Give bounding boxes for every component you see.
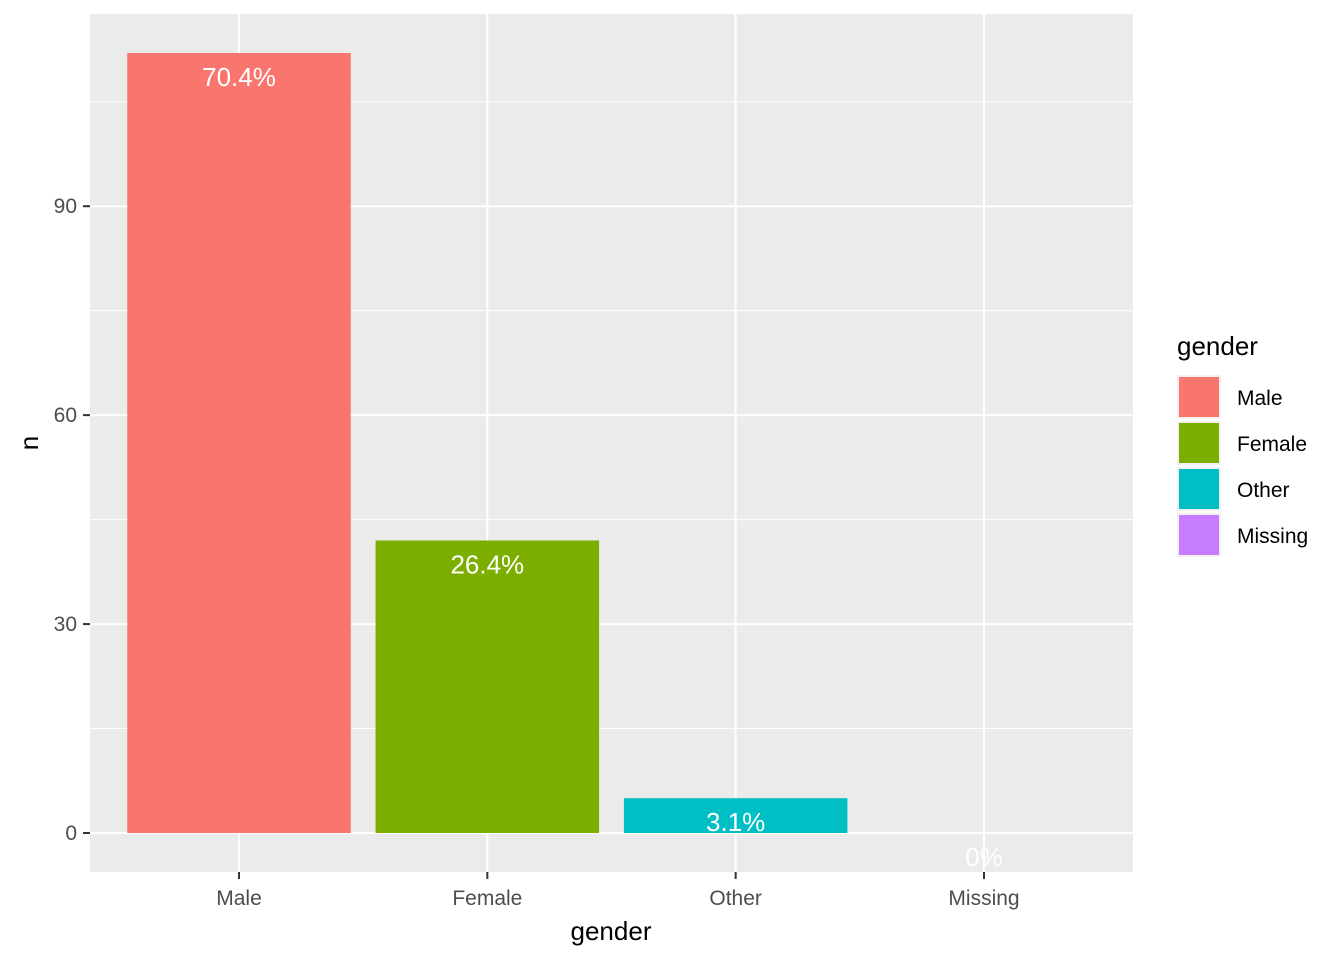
x-tick-label-missing: Missing (948, 887, 1019, 910)
legend-label-male: Male (1237, 387, 1283, 410)
legend-swatch-male (1179, 377, 1219, 417)
legend-label-female: Female (1237, 433, 1307, 456)
bar-other (623, 798, 848, 833)
y-axis-title: n (14, 436, 44, 450)
data-label-missing: 0% (965, 842, 1003, 872)
y-axis: 0 30 60 90 (54, 195, 90, 845)
bar-male (127, 53, 351, 833)
bar-data-labels: 70.4% 26.4% 3.1% 0% (202, 62, 1003, 872)
legend: gender Male Female Other Missing (1177, 331, 1308, 557)
x-tick-label-male: Male (216, 887, 262, 910)
x-tick-label-other: Other (709, 887, 762, 910)
y-tick-label: 90 (54, 195, 77, 218)
data-label-female: 26.4% (450, 550, 524, 580)
x-tick-label-female: Female (452, 887, 522, 910)
bars (127, 53, 848, 833)
legend-swatch-female (1179, 423, 1219, 463)
y-tick-label: 60 (54, 404, 77, 427)
legend-entries: Male Female Other Missing (1177, 375, 1308, 557)
legend-label-other: Other (1237, 479, 1290, 502)
x-axis-title: gender (571, 916, 652, 946)
x-axis: Male Female Other Missing (216, 872, 1020, 910)
legend-swatch-missing (1179, 515, 1219, 555)
y-tick-label: 0 (65, 822, 77, 845)
bar-female (375, 540, 600, 833)
legend-label-missing: Missing (1237, 525, 1308, 548)
data-label-male: 70.4% (202, 62, 276, 92)
legend-title: gender (1177, 331, 1258, 361)
legend-swatch-other (1179, 469, 1219, 509)
data-label-other: 3.1% (706, 807, 765, 837)
y-tick-label: 30 (54, 613, 77, 636)
